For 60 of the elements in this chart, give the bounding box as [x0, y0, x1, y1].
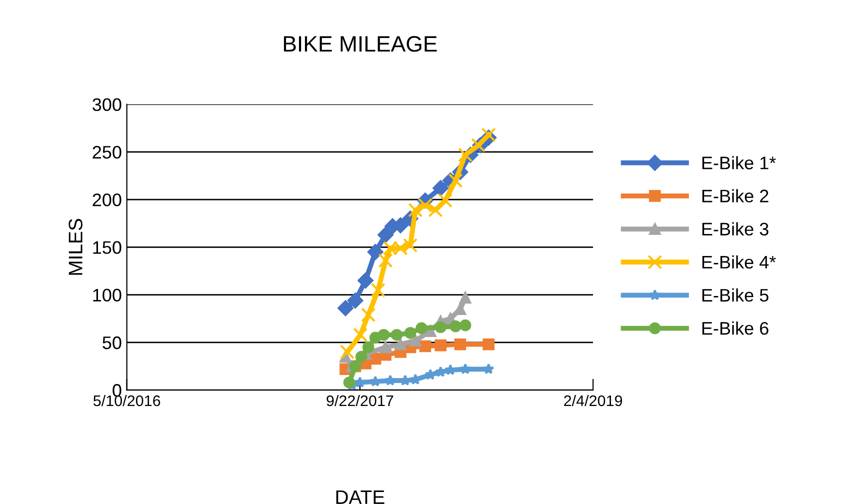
point — [432, 180, 449, 196]
point — [347, 292, 364, 308]
x-axis-title: DATE — [336, 490, 384, 504]
legend-label: E-Bike 6 — [702, 322, 768, 335]
point — [361, 308, 376, 322]
point — [340, 344, 355, 360]
point — [353, 328, 368, 342]
point — [419, 340, 432, 352]
point — [358, 272, 374, 288]
point — [378, 226, 394, 243]
point — [450, 320, 462, 332]
legend-label: E-Bike 2 — [702, 189, 768, 202]
y-tick-label: 100 — [93, 288, 122, 302]
legend-label: E-Bike 1* — [702, 156, 776, 170]
point — [367, 244, 384, 260]
y-tick-label: 250 — [92, 146, 122, 159]
y-axis-title: MILES — [68, 218, 82, 275]
point — [394, 338, 406, 350]
point — [438, 193, 453, 208]
point — [343, 376, 356, 388]
point — [434, 339, 446, 352]
point — [408, 202, 423, 218]
point — [418, 198, 433, 213]
point — [458, 148, 473, 162]
y-tick-label: 200 — [92, 194, 122, 206]
point — [410, 334, 422, 346]
y-tick-label: 0 — [112, 384, 122, 397]
point — [481, 128, 496, 142]
legend-label: E-Bike 5 — [702, 288, 768, 302]
point — [416, 322, 428, 334]
point — [390, 328, 403, 341]
x-tick-label: 9/22/2017 — [326, 394, 394, 406]
point — [378, 328, 390, 341]
point — [355, 350, 368, 363]
y-tick-label: 50 — [102, 336, 122, 350]
point — [454, 338, 466, 350]
point — [459, 292, 472, 304]
point — [482, 363, 494, 374]
y-tick-label: 300 — [92, 98, 122, 112]
point — [380, 341, 392, 354]
point — [378, 253, 393, 268]
x-tick-label: 2/4/2019 — [564, 394, 622, 406]
point — [459, 319, 472, 332]
chart-title: BIKE MILEAGE — [284, 36, 437, 52]
y-tick-label: 150 — [93, 241, 122, 254]
point — [428, 202, 443, 218]
point — [448, 173, 463, 188]
point — [434, 321, 446, 334]
x-tick-label: 5/10/2016 — [93, 394, 160, 406]
point — [460, 363, 471, 374]
point — [370, 376, 381, 386]
point — [384, 374, 396, 386]
point — [370, 282, 386, 298]
point — [354, 376, 366, 388]
point — [404, 327, 416, 339]
legend-label: E-Bike 3 — [702, 222, 768, 236]
point — [482, 338, 495, 350]
point — [362, 341, 374, 354]
legend-label: E-Bike 4* — [702, 255, 776, 269]
point — [338, 300, 354, 316]
